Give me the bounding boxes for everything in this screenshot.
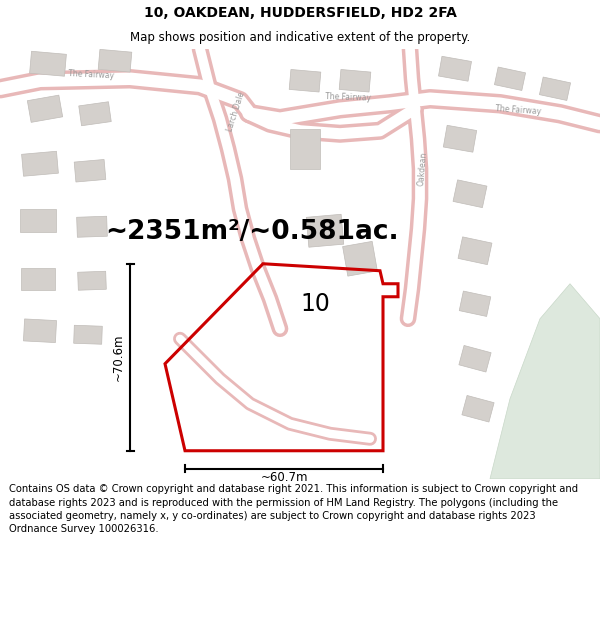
Bar [74, 159, 106, 182]
Bar [306, 214, 344, 248]
Bar [79, 102, 111, 126]
Bar [289, 69, 321, 92]
Bar [28, 95, 62, 122]
Bar [462, 396, 494, 422]
Bar [494, 67, 526, 91]
Text: 10: 10 [300, 292, 330, 316]
Bar [439, 56, 472, 81]
Text: ~2351m²/~0.581ac.: ~2351m²/~0.581ac. [105, 219, 398, 245]
Bar [77, 271, 106, 290]
Bar [290, 129, 320, 169]
Bar [20, 209, 56, 232]
Text: Larch Dale: Larch Dale [225, 91, 246, 132]
Bar [459, 291, 491, 316]
Polygon shape [490, 284, 600, 479]
Text: Map shows position and indicative extent of the property.: Map shows position and indicative extent… [130, 31, 470, 44]
Text: The Fairway: The Fairway [495, 104, 541, 116]
Bar [339, 69, 371, 92]
Bar [21, 268, 55, 290]
Bar [98, 49, 132, 72]
Bar [77, 216, 107, 238]
Text: Contains OS data © Crown copyright and database right 2021. This information is : Contains OS data © Crown copyright and d… [9, 484, 578, 534]
Bar [23, 319, 56, 342]
Bar [458, 237, 492, 264]
Bar [74, 325, 103, 344]
Text: The Fairway: The Fairway [325, 92, 371, 103]
Bar [22, 151, 58, 176]
Bar [443, 125, 476, 152]
Text: ~60.7m: ~60.7m [260, 471, 308, 484]
Bar [343, 241, 377, 276]
Text: 10, OAKDEAN, HUDDERSFIELD, HD2 2FA: 10, OAKDEAN, HUDDERSFIELD, HD2 2FA [143, 6, 457, 20]
Text: The Fairway: The Fairway [68, 69, 114, 81]
Text: Oakdean: Oakdean [417, 151, 429, 186]
Bar [539, 77, 571, 101]
Bar [29, 51, 67, 76]
Text: ~70.6m: ~70.6m [112, 334, 125, 381]
Bar [453, 180, 487, 208]
Bar [459, 346, 491, 372]
